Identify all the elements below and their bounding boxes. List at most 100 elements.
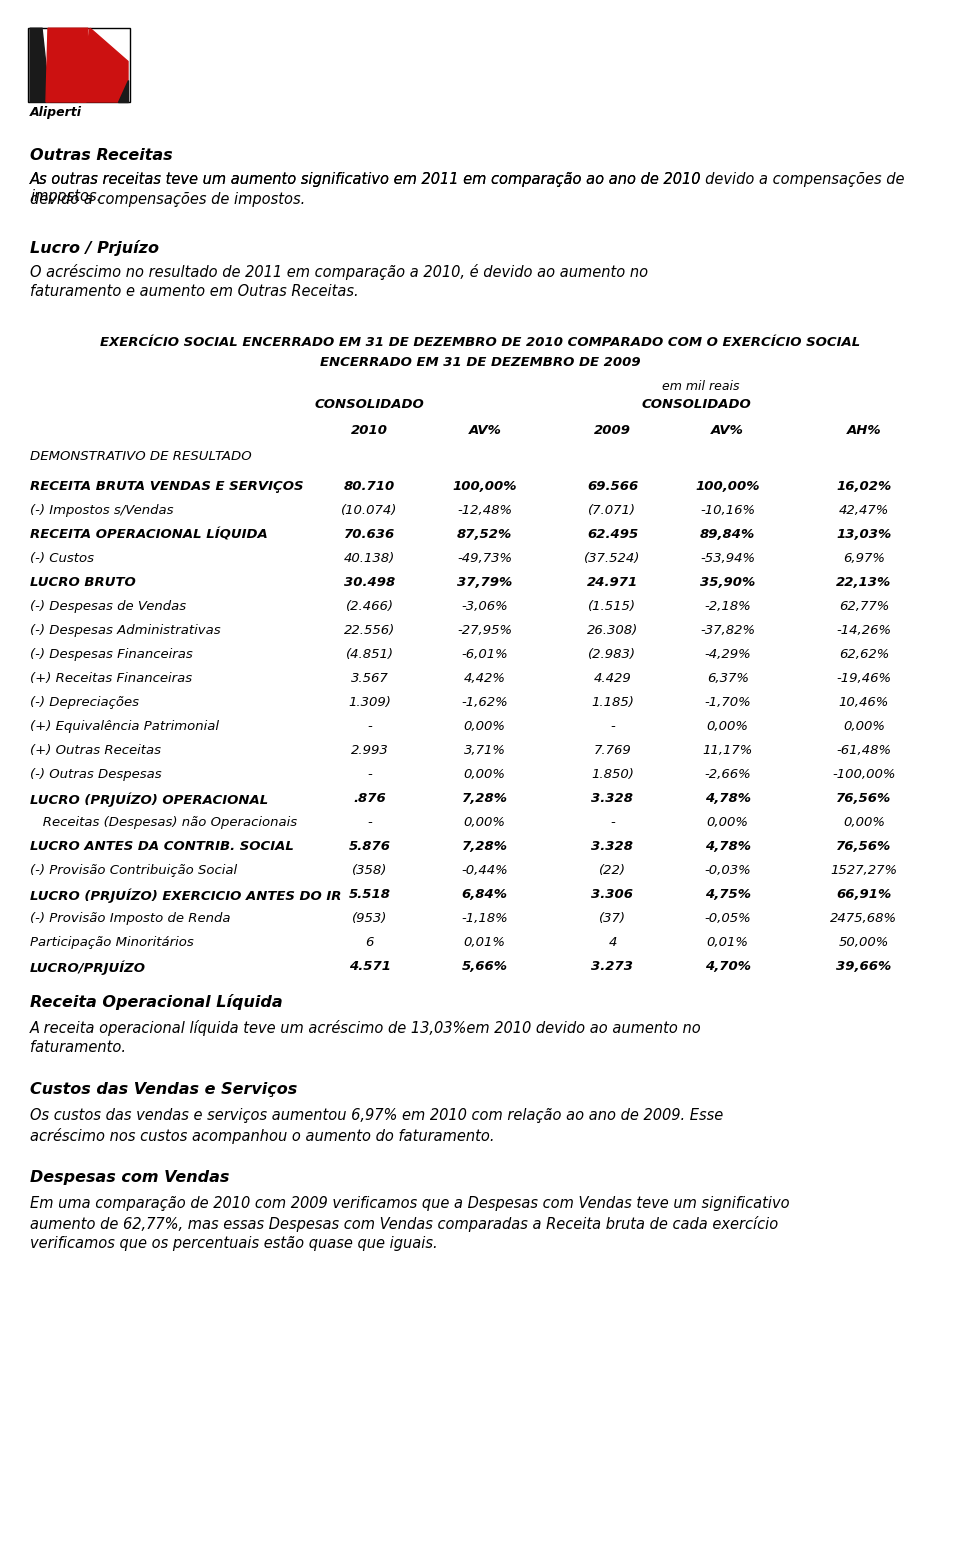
Text: 89,84%: 89,84% xyxy=(700,529,756,541)
Text: O acréscimo no resultado de 2011 em comparação a 2010, é devido ao aumento no: O acréscimo no resultado de 2011 em comp… xyxy=(30,264,648,280)
Text: Receitas (Despesas) não Operacionais: Receitas (Despesas) não Operacionais xyxy=(30,817,298,829)
Text: -53,94%: -53,94% xyxy=(700,552,756,566)
Text: (10.074): (10.074) xyxy=(342,504,397,516)
Text: 37,79%: 37,79% xyxy=(457,576,513,589)
Text: -: - xyxy=(368,720,372,734)
Text: -2,18%: -2,18% xyxy=(705,599,751,613)
Text: (+) Outras Receitas: (+) Outras Receitas xyxy=(30,744,161,757)
Text: 62.495: 62.495 xyxy=(587,529,638,541)
Text: CONSOLIDADO: CONSOLIDADO xyxy=(315,398,424,411)
Bar xyxy=(28,28,130,102)
Text: As outras receitas teve um aumento significativo em 2011 em comparação ao ano de: As outras receitas teve um aumento signi… xyxy=(30,173,905,205)
Text: Outras Receitas: Outras Receitas xyxy=(30,148,173,163)
Text: (-) Provisão Contribuição Social: (-) Provisão Contribuição Social xyxy=(30,865,237,877)
Text: 3.328: 3.328 xyxy=(591,792,634,804)
Text: 4,70%: 4,70% xyxy=(705,960,751,972)
Text: AV%: AV% xyxy=(711,424,744,438)
Text: 7,28%: 7,28% xyxy=(462,792,508,804)
Text: (37.524): (37.524) xyxy=(585,552,640,566)
Text: 2009: 2009 xyxy=(594,424,631,438)
Text: 69.566: 69.566 xyxy=(587,479,638,493)
Text: 1.185): 1.185) xyxy=(591,697,634,709)
Text: (4.851): (4.851) xyxy=(346,649,394,661)
Text: 0,00%: 0,00% xyxy=(464,720,506,734)
Text: 5,66%: 5,66% xyxy=(462,960,508,972)
Text: 4.571: 4.571 xyxy=(348,960,391,972)
Text: -1,70%: -1,70% xyxy=(705,697,751,709)
Text: AV%: AV% xyxy=(468,424,501,438)
Text: em mil reais: em mil reais xyxy=(662,381,739,393)
Text: 35,90%: 35,90% xyxy=(700,576,756,589)
Text: 0,00%: 0,00% xyxy=(843,720,885,734)
Text: 13,03%: 13,03% xyxy=(836,529,892,541)
Text: LUCRO BRUTO: LUCRO BRUTO xyxy=(30,576,135,589)
Text: EXERCÍCIO SOCIAL ENCERRADO EM 31 DE DEZEMBRO DE 2010 COMPARADO COM O EXERCÍCIO S: EXERCÍCIO SOCIAL ENCERRADO EM 31 DE DEZE… xyxy=(100,336,860,348)
Text: LUCRO/PRJUÍZO: LUCRO/PRJUÍZO xyxy=(30,960,146,974)
Text: -3,06%: -3,06% xyxy=(462,599,508,613)
Text: (+) Receitas Financeiras: (+) Receitas Financeiras xyxy=(30,672,192,686)
Text: -4,29%: -4,29% xyxy=(705,649,751,661)
Text: .876: .876 xyxy=(353,792,386,804)
Text: faturamento.: faturamento. xyxy=(30,1040,126,1056)
Polygon shape xyxy=(78,28,128,102)
Text: 6,37%: 6,37% xyxy=(707,672,749,686)
Text: -: - xyxy=(611,720,614,734)
Text: 62,77%: 62,77% xyxy=(839,599,889,613)
Text: (-) Despesas Administrativas: (-) Despesas Administrativas xyxy=(30,624,221,636)
Text: ENCERRADO EM 31 DE DEZEMBRO DE 2009: ENCERRADO EM 31 DE DEZEMBRO DE 2009 xyxy=(320,356,640,368)
Text: 26.308): 26.308) xyxy=(587,624,638,636)
Text: (2.983): (2.983) xyxy=(588,649,636,661)
Text: -: - xyxy=(611,817,614,829)
Text: (1.515): (1.515) xyxy=(588,599,636,613)
Text: Custos das Vendas e Serviços: Custos das Vendas e Serviços xyxy=(30,1082,298,1097)
Text: 39,66%: 39,66% xyxy=(836,960,892,972)
Text: RECEITA BRUTA VENDAS E SERVIÇOS: RECEITA BRUTA VENDAS E SERVIÇOS xyxy=(30,479,303,493)
Text: 40.138): 40.138) xyxy=(344,552,396,566)
Text: 24.971: 24.971 xyxy=(587,576,638,589)
Text: devido a compensações de impostos.: devido a compensações de impostos. xyxy=(30,193,305,206)
Text: 22,13%: 22,13% xyxy=(836,576,892,589)
Text: verificamos que os percentuais estão quase que iguais.: verificamos que os percentuais estão qua… xyxy=(30,1236,438,1251)
Text: Os custos das vendas e serviços aumentou 6,97% em 2010 com relação ao ano de 200: Os custos das vendas e serviços aumentou… xyxy=(30,1108,723,1123)
Text: 10,46%: 10,46% xyxy=(839,697,889,709)
Text: 7.769: 7.769 xyxy=(593,744,632,757)
Text: (-) Provisão Imposto de Renda: (-) Provisão Imposto de Renda xyxy=(30,912,230,925)
Text: -0,03%: -0,03% xyxy=(705,865,751,877)
Text: 4,78%: 4,78% xyxy=(705,792,751,804)
Text: -100,00%: -100,00% xyxy=(832,767,896,781)
Text: 22.556): 22.556) xyxy=(344,624,396,636)
Text: (-) Impostos s/Vendas: (-) Impostos s/Vendas xyxy=(30,504,174,516)
Text: (+) Equivalência Patrimonial: (+) Equivalência Patrimonial xyxy=(30,720,219,734)
Text: 76,56%: 76,56% xyxy=(836,792,892,804)
Text: 66,91%: 66,91% xyxy=(836,888,892,901)
Text: 62,62%: 62,62% xyxy=(839,649,889,661)
Text: (7.071): (7.071) xyxy=(588,504,636,516)
Text: Despesas com Vendas: Despesas com Vendas xyxy=(30,1170,229,1185)
Text: -6,01%: -6,01% xyxy=(462,649,508,661)
Text: Em uma comparação de 2010 com 2009 verificamos que a Despesas com Vendas teve um: Em uma comparação de 2010 com 2009 verif… xyxy=(30,1196,790,1211)
Text: 70.636: 70.636 xyxy=(344,529,396,541)
Text: 4,78%: 4,78% xyxy=(705,840,751,854)
Text: 6,84%: 6,84% xyxy=(462,888,508,901)
Text: 76,56%: 76,56% xyxy=(836,840,892,854)
Text: 6,97%: 6,97% xyxy=(843,552,885,566)
Text: DEMONSTRATIVO DE RESULTADO: DEMONSTRATIVO DE RESULTADO xyxy=(30,450,252,462)
Text: (37): (37) xyxy=(599,912,626,925)
Text: (953): (953) xyxy=(352,912,387,925)
Text: 1.309): 1.309) xyxy=(348,697,391,709)
Text: 1.850): 1.850) xyxy=(591,767,634,781)
Text: 3,71%: 3,71% xyxy=(464,744,506,757)
Text: -0,44%: -0,44% xyxy=(462,865,508,877)
Text: -2,66%: -2,66% xyxy=(705,767,751,781)
Text: 30.498: 30.498 xyxy=(344,576,396,589)
Text: -: - xyxy=(368,817,372,829)
Text: -49,73%: -49,73% xyxy=(457,552,513,566)
Text: 0,00%: 0,00% xyxy=(464,817,506,829)
Text: (-) Despesas Financeiras: (-) Despesas Financeiras xyxy=(30,649,193,661)
Text: 0,00%: 0,00% xyxy=(707,817,749,829)
Text: (22): (22) xyxy=(599,865,626,877)
Text: (-) Despesas de Vendas: (-) Despesas de Vendas xyxy=(30,599,186,613)
Text: Receita Operacional Líquida: Receita Operacional Líquida xyxy=(30,994,282,1009)
Text: -61,48%: -61,48% xyxy=(836,744,892,757)
Text: 2.993: 2.993 xyxy=(350,744,389,757)
